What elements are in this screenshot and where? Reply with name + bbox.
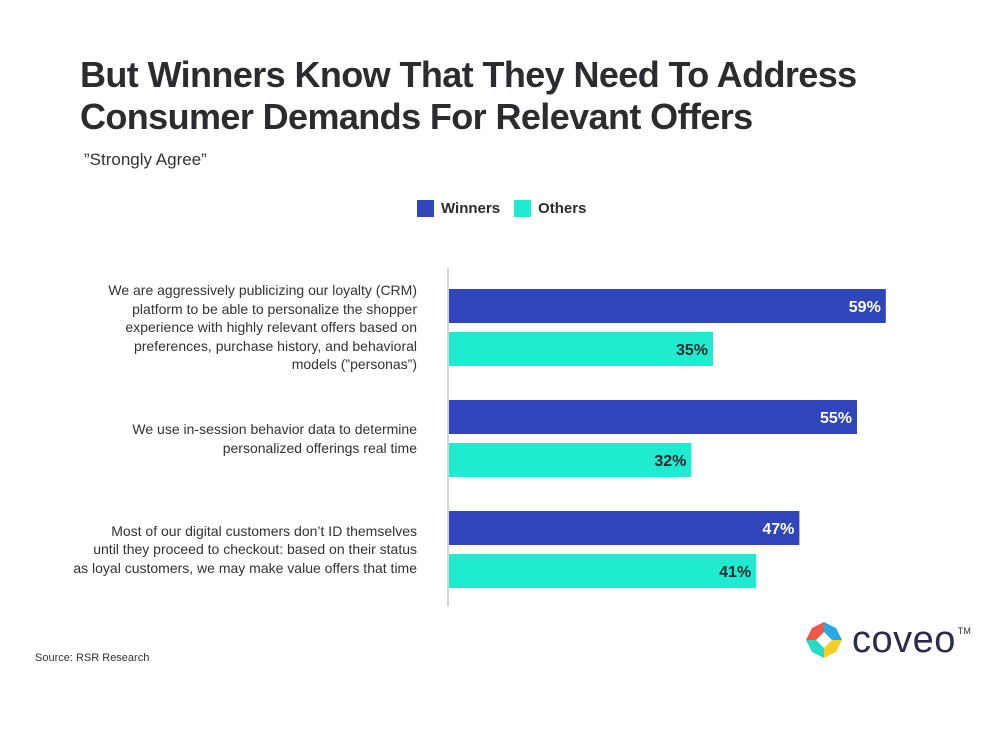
bar-winners-1 bbox=[449, 289, 886, 323]
legend-swatch-winners bbox=[417, 200, 434, 217]
category-label-line: as loyal customers, we may make value of… bbox=[73, 559, 417, 576]
data-label-others-1: 35% bbox=[676, 342, 708, 359]
category-label-line: personalized offerings real time bbox=[222, 439, 417, 456]
data-label-winners-1: 59% bbox=[849, 299, 881, 316]
bars-group: 59% 35% 55% 32% 47% 41% bbox=[449, 289, 886, 588]
category-label-line: until they proceed to checkout: based on… bbox=[93, 541, 417, 558]
legend-item-others: Others bbox=[514, 200, 586, 217]
legend-label-winners: Winners bbox=[441, 200, 501, 217]
legend-item-winners: Winners bbox=[417, 200, 500, 217]
data-label-others-3: 41% bbox=[719, 564, 751, 581]
category-label-1: We are aggressively publicizing our loya… bbox=[57, 281, 417, 374]
category-label-line: models (”personas”) bbox=[291, 356, 417, 373]
bar-winners-2 bbox=[449, 400, 857, 434]
data-label-winners-3: 47% bbox=[762, 521, 794, 538]
chart-subtitle: ”Strongly Agree” bbox=[84, 150, 207, 169]
category-label-3: Most of our digital customers don’t ID t… bbox=[57, 522, 417, 578]
legend-label-others: Others bbox=[538, 200, 587, 217]
bar-others-2 bbox=[449, 443, 692, 477]
coveo-logo: coveo TM bbox=[804, 620, 971, 660]
category-label-line: preferences, purchase history, and behav… bbox=[133, 337, 417, 354]
category-label-line: experience with highly relevant offers b… bbox=[125, 319, 417, 336]
source-note: Source: RSR Research bbox=[35, 652, 150, 664]
bar-others-1 bbox=[449, 332, 713, 366]
category-label-2: We use in-session behavior data to deter… bbox=[57, 420, 417, 457]
category-label-line: We use in-session behavior data to deter… bbox=[132, 421, 417, 437]
category-label-line: Most of our digital customers don’t ID t… bbox=[111, 522, 417, 539]
coveo-logo-text: coveo bbox=[852, 619, 956, 661]
legend: Winners Others bbox=[417, 200, 592, 217]
category-label-line: We are aggressively publicizing our loya… bbox=[108, 282, 417, 299]
coveo-trademark: TM bbox=[957, 626, 971, 636]
chart-title: But Winners Know That They Need To Addre… bbox=[80, 54, 857, 137]
bar-winners-3 bbox=[449, 511, 800, 545]
data-label-others-2: 32% bbox=[654, 453, 686, 470]
data-label-winners-2: 55% bbox=[820, 410, 852, 427]
category-label-line: platform to be able to personalize the s… bbox=[132, 300, 417, 317]
coveo-logo-icon bbox=[806, 622, 842, 658]
legend-swatch-others bbox=[514, 200, 532, 217]
bar-others-3 bbox=[449, 554, 757, 588]
